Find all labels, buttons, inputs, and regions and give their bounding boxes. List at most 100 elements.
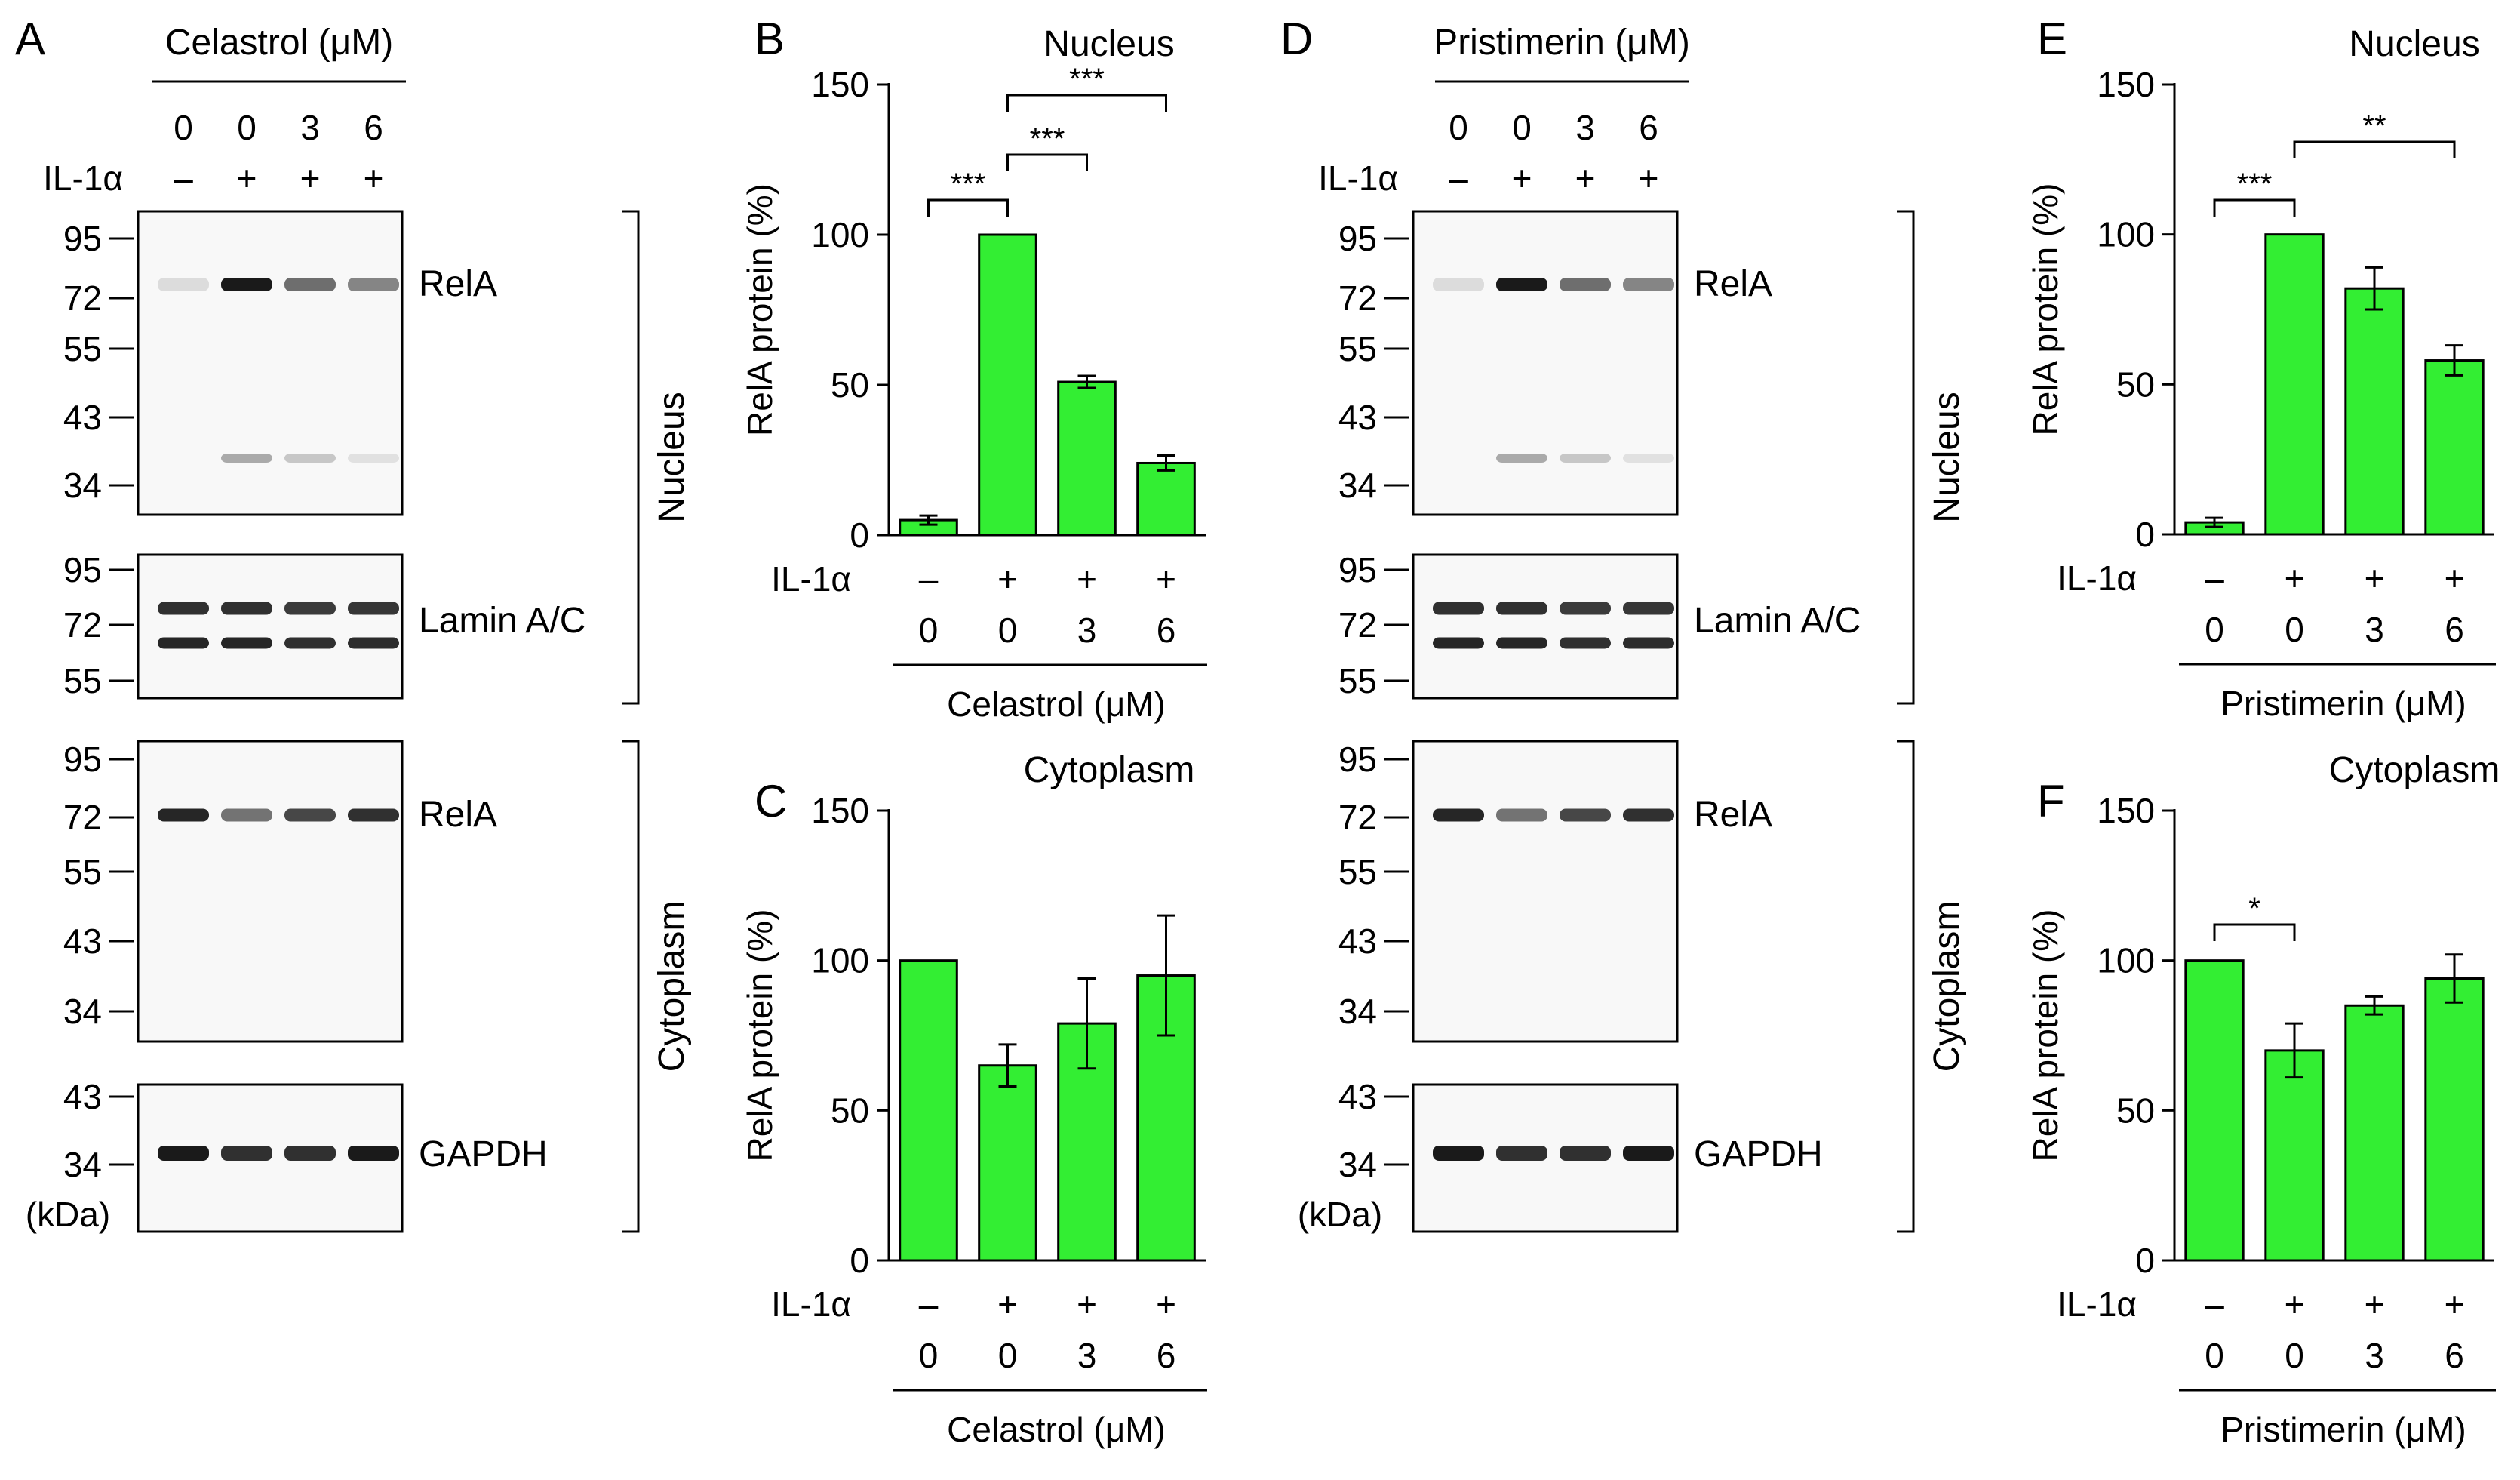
fraction-label: Cytoplasm [1927,901,1967,1072]
il1-sign: + [1575,158,1596,198]
bar [899,959,958,1262]
nucleus-bracket [1897,210,1915,705]
membrane-frame [137,740,404,1043]
chart-title: Nucleus [1043,24,1174,64]
x-tick-label: 0 [2205,1336,2224,1375]
protein-band [1560,454,1611,463]
protein-band [158,1146,209,1161]
protein-band [1623,808,1674,822]
protein-band [284,1146,336,1161]
il1-label: IL-1α [771,1285,851,1324]
y-axis-label: RelA protein (%) [740,183,779,436]
panel-letter-e: E [2037,14,2067,64]
error-bar [1157,914,1175,1037]
bar [2424,977,2485,1262]
protein-band [1560,278,1611,291]
error-bar [2365,266,2383,311]
membrane-frame [137,553,404,700]
protein-label: GAPDH [1694,1134,1823,1174]
bar [978,233,1037,537]
nucleus-bracket [622,210,640,705]
il1-label: IL-1α [2057,558,2137,598]
protein-band [158,602,209,615]
protein-label: RelA [419,795,497,835]
y-tick-label: 100 [2097,215,2155,254]
error-bar [2285,1022,2303,1079]
marker-label: 55 [1338,329,1377,368]
significance-bracket: *** [1006,63,1167,112]
marker-label: 72 [63,605,102,645]
protein-band [221,602,272,615]
western-blot-d: Pristimerin (μM) 0 0 3 6 IL-1α – + + +95 72 55 43 34 R… [1298,23,1967,1234]
protein-band [1560,808,1611,822]
il1-sign: + [997,1285,1018,1324]
marker-label: 72 [1338,278,1377,318]
y-axis-label: RelA protein (%) [740,909,779,1162]
y-axis-label: RelA protein (%) [2026,909,2065,1162]
y-tick-label: 150 [2097,65,2155,104]
protein-band [1433,278,1484,291]
marker-label: 43 [63,922,102,961]
il1-sign: + [2445,1285,2465,1324]
dose-label: 0 [174,108,193,147]
significance-stars: *** [1030,122,1065,155]
x-tick-label: 3 [1077,611,1097,650]
protein-band [221,808,272,822]
marker-label: 43 [1338,922,1377,961]
error-bar [998,1043,1017,1088]
bar [2344,287,2405,536]
protein-label: RelA [419,264,497,304]
western-blot-a: Celastrol (μM) 0 0 3 6 IL-1α – + + +95 72 55 43 34 Rel… [26,23,692,1234]
fraction-label: Nucleus [1927,392,1967,522]
il1-sign: + [997,559,1018,598]
il1-label: IL-1α [771,559,851,598]
bracket-line [2293,140,2456,158]
x-tick-label: 6 [2445,610,2464,649]
il1-sign: + [2285,1285,2305,1324]
bar [2264,233,2325,536]
dose-label: 3 [300,108,320,147]
chart-title: Cytoplasm [1024,750,1195,790]
marker-label: 95 [63,550,102,589]
il1-sign: + [1077,559,1097,598]
marker-label: 43 [1338,1077,1377,1116]
cytoplasm-bracket [622,740,640,1233]
bar-chart-b: 0 50 100 150 RelA protein (%) Nucleus IL-1α – + +… [740,24,1207,724]
marker-label: 95 [63,219,102,258]
y-tick-label: 0 [2135,1241,2155,1280]
x-tick-label: 6 [1157,611,1176,650]
bar [1136,461,1196,537]
bar [2184,959,2245,1262]
dose-label: 0 [237,108,257,147]
il1-sign: + [237,158,257,198]
dose-label: 0 [1449,108,1468,147]
il1-sign: + [2365,558,2385,598]
blot-membrane [137,1083,404,1233]
bar [2264,1049,2325,1262]
bracket-line [927,198,1009,217]
bar [2424,359,2485,536]
protein-band [284,454,336,463]
il1-sign: – [919,559,939,598]
dose-label: 6 [364,108,383,147]
y-tick-label: 50 [831,1091,869,1130]
protein-band [1623,637,1674,649]
panel-letter-f: F [2037,776,2065,826]
marker-label: 55 [63,852,102,891]
il1-label: IL-1α [1318,158,1398,198]
y-tick-label: 0 [2135,515,2155,554]
blot-membrane [137,740,404,1043]
bar [978,1064,1037,1262]
kda-label: (kDa) [26,1195,110,1234]
blot-membrane [1412,740,1679,1043]
il1-sign: – [1449,158,1468,198]
x-tick-label: 0 [919,1336,939,1375]
y-axis-label: RelA protein (%) [2026,183,2065,436]
error-bar [2445,953,2463,1004]
bracket-line [2213,923,2296,941]
error-bar [1077,374,1096,389]
marker-label: 95 [1338,740,1377,779]
protein-band [1433,602,1484,615]
y-tick-label: 100 [811,941,869,980]
